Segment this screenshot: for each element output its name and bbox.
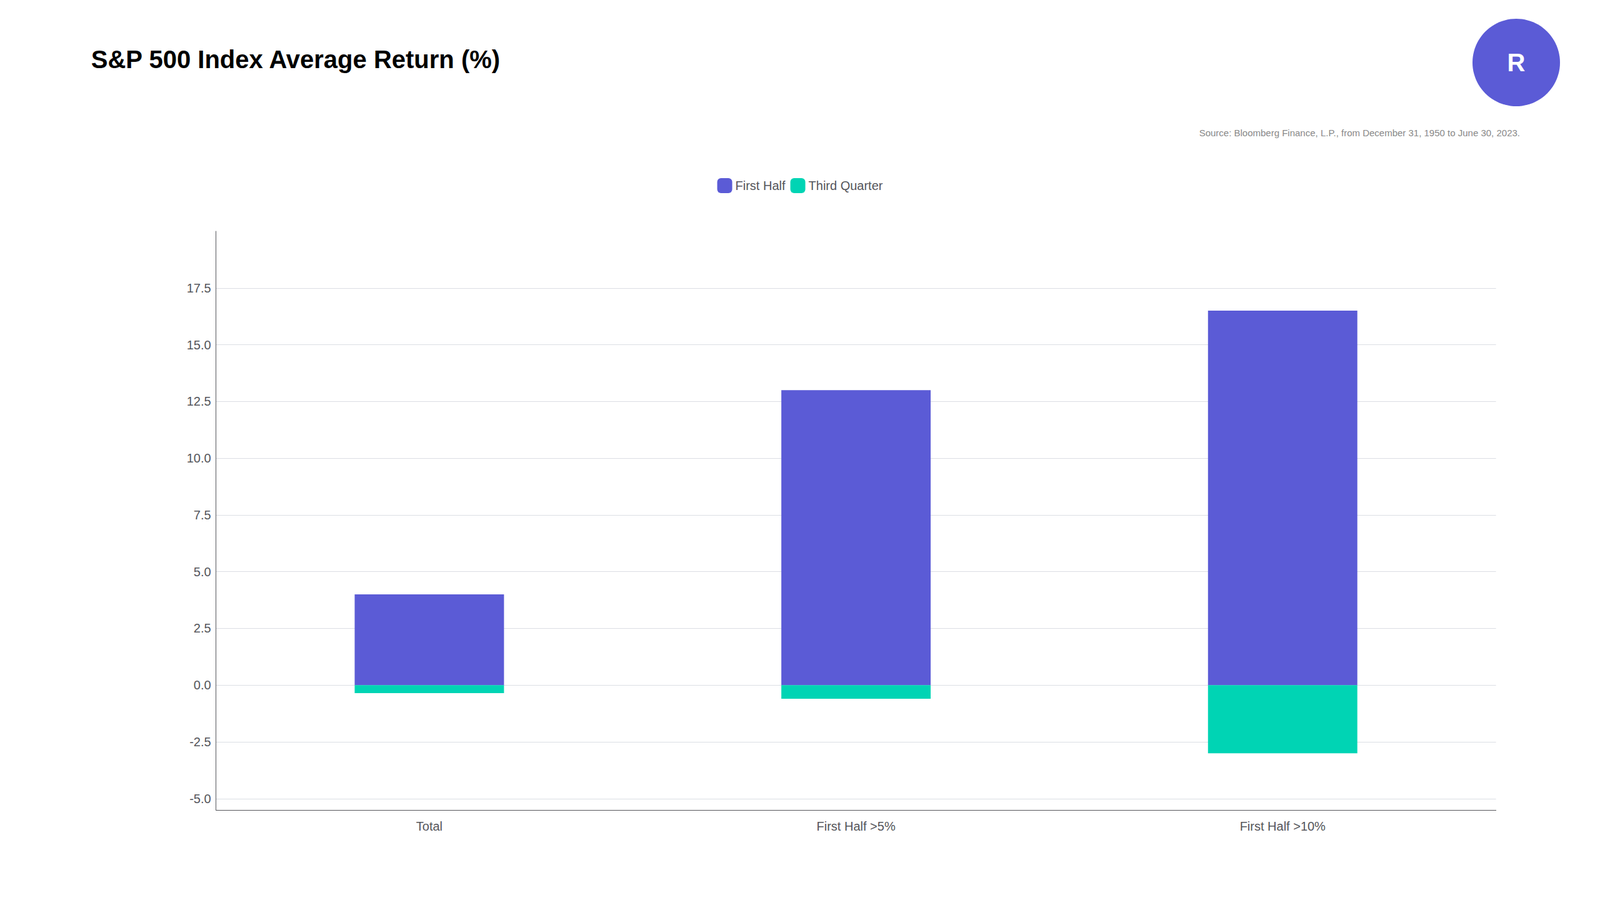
svg-text:Total: Total — [416, 819, 443, 834]
svg-text:-5.0: -5.0 — [189, 791, 211, 806]
svg-text:7.5: 7.5 — [193, 508, 212, 522]
svg-text:Source: Bloomberg Finance, L.P: Source: Bloomberg Finance, L.P., from De… — [1199, 127, 1520, 139]
svg-text:12.5: 12.5 — [186, 394, 212, 409]
svg-text:-2.5: -2.5 — [189, 735, 211, 749]
svg-text:First Half >5%: First Half >5% — [816, 819, 896, 834]
svg-text:15.0: 15.0 — [186, 338, 212, 352]
svg-text:17.5: 17.5 — [186, 281, 212, 295]
svg-text:Third Quarter: Third Quarter — [808, 178, 884, 193]
svg-text:R: R — [1507, 48, 1526, 77]
svg-text:0.0: 0.0 — [193, 678, 212, 692]
svg-text:First Half >10%: First Half >10% — [1240, 819, 1326, 834]
svg-text:10.0: 10.0 — [186, 451, 212, 465]
svg-text:2.5: 2.5 — [193, 621, 212, 635]
svg-text:S&P 500 Index Average Return (: S&P 500 Index Average Return (%) — [91, 45, 500, 74]
svg-text:First Half: First Half — [735, 178, 786, 193]
svg-text:5.0: 5.0 — [193, 565, 212, 579]
